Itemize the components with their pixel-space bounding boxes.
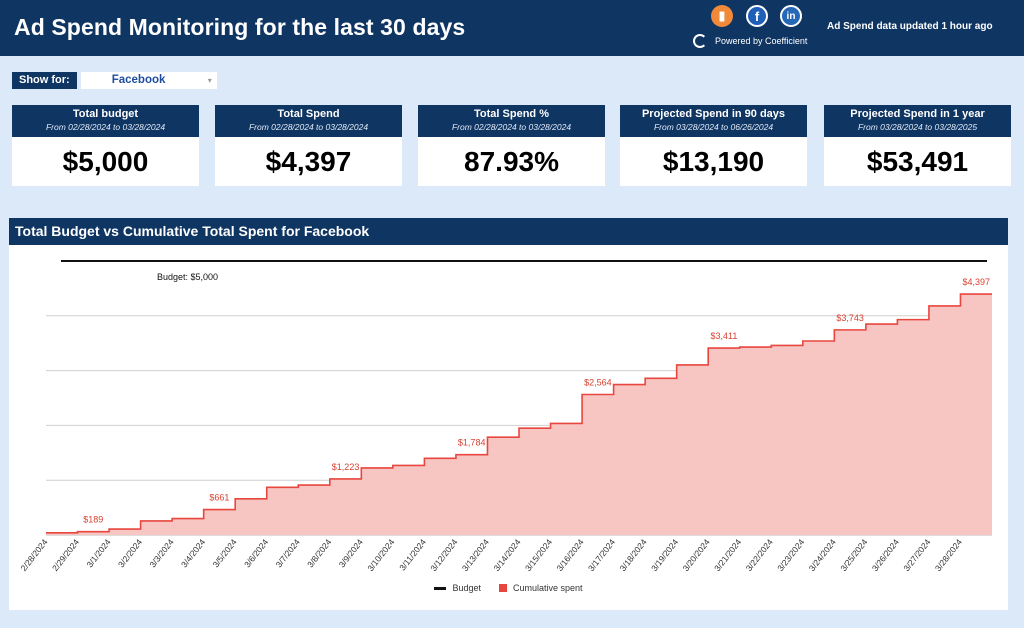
x-tick-label: 3/9/2024 [337,537,365,569]
x-tick-label: 3/10/2024 [365,537,396,573]
legend-swatch-budget [434,586,447,590]
kpi-total-budget: Total budget From 02/28/2024 to 03/28/202… [12,105,199,186]
platform-select-value: Facebook [111,74,166,86]
x-tick-label: 3/20/2024 [681,537,712,573]
legend-label-cumulative: Cumulative spent [512,583,583,593]
data-label: $4,397 [962,277,990,287]
x-tick-label: 3/18/2024 [618,537,649,573]
data-updated-status: Ad Spend data updated 1 hour ago [827,21,993,32]
kpi-projected-1-year: Projected Spend in 1 year From 03/28/2024… [824,105,1011,186]
kpi-total-spend-percent: Total Spend % From 02/28/2024 to 03/28/20… [418,105,605,186]
chart-legend: Budget Cumulative spent [9,583,1008,593]
x-tick-label: 3/16/2024 [554,537,585,573]
facebook-icon[interactable]: f [746,5,768,27]
legend-swatch-cumulative [498,584,507,592]
data-label: $1,223 [332,462,360,472]
x-tick-label: 3/21/2024 [712,537,743,573]
budget-vs-spend-chart: Budget: $5,000 $189 $661 $1,223 $1,784 $2,564… [18,260,992,573]
data-label: $189 [83,515,103,525]
kpi-date-range: From 02/28/2024 to 03/28/2024 [248,122,369,132]
data-label: $2,564 [584,377,612,387]
x-tick-label: 3/14/2024 [491,537,522,573]
x-tick-label: 3/22/2024 [744,537,775,573]
linkedin-icon[interactable]: in [780,5,802,27]
kpi-title: Projected Spend in 1 year [850,108,985,120]
x-tick-label: 3/8/2024 [305,537,333,569]
legend-item-cumulative[interactable]: Cumulative spent [498,583,583,593]
analytics-app-icon[interactable]: ▮ [711,5,733,27]
kpi-projected-90-days: Projected Spend in 90 days From 03/28/202… [620,105,807,186]
data-label: $3,743 [836,313,864,323]
kpi-date-range: From 02/28/2024 to 03/28/2024 [451,122,572,132]
filter-label: Show for: [12,72,77,89]
x-tick-label: 3/26/2024 [870,537,901,573]
x-tick-label: 3/17/2024 [586,537,617,573]
x-tick-label: 3/2/2024 [116,537,144,569]
x-tick-label: 3/6/2024 [242,537,270,569]
kpi-title: Projected Spend in 90 days [641,108,786,120]
chevron-down-icon: ▾ [207,76,212,85]
x-tick-label: 2/28/2024 [18,537,49,573]
data-label: $3,411 [711,331,738,341]
x-tick-label: 3/19/2024 [649,537,680,573]
kpi-total-spend: Total Spend From 02/28/2024 to 03/28/2024… [215,105,402,186]
kpi-value: $4,397 [265,146,352,177]
kpi-title: Total budget [72,108,139,120]
x-tick-label: 3/23/2024 [775,537,806,573]
x-tick-label: 3/13/2024 [460,537,491,573]
coefficient-logo-icon [693,34,707,48]
kpi-date-range: From 03/28/2024 to 06/26/2024 [653,122,774,132]
cumulative-spent-area [46,294,992,535]
x-tick-label: 2/29/2024 [50,537,81,573]
legend-item-budget[interactable]: Budget [434,583,481,593]
powered-by-label: Powered by Coefficient [715,36,808,46]
platform-filter: Show for: Facebook ▾ [12,72,217,89]
data-label: $661 [209,493,229,503]
x-tick-label: 3/25/2024 [838,537,869,573]
powered-by[interactable]: Powered by Coefficient [693,34,807,48]
platform-select[interactable]: Facebook ▾ [80,72,217,89]
kpi-date-range: From 03/28/2024 to 03/28/2025 [857,122,978,132]
kpi-title: Total Spend % [474,108,549,120]
x-tick-label: 3/1/2024 [84,537,112,569]
legend-label-budget: Budget [452,583,481,593]
x-tick-label: 3/7/2024 [274,537,302,569]
kpi-value: $5,000 [62,146,149,177]
x-tick-label: 3/11/2024 [397,537,428,573]
kpi-value: 87.93% [464,146,559,177]
x-tick-label: 3/28/2024 [933,537,964,573]
budget-label: Budget: $5,000 [157,272,218,282]
dashboard-header: Ad Spend Monitoring for the last 30 days… [0,0,1024,56]
kpi-title: Total Spend [277,108,340,120]
kpi-date-range: From 02/28/2024 to 03/28/2024 [45,122,166,132]
x-tick-label: 3/24/2024 [807,537,838,573]
chart-title: Total Budget vs Cumulative Total Spent f… [9,218,1008,245]
kpi-value: $13,190 [662,146,765,177]
chart-panel: Total Budget vs Cumulative Total Spent f… [9,218,1008,610]
cumulative-spent-line [46,293,992,534]
x-tick-label: 3/5/2024 [211,537,239,569]
page-title: Ad Spend Monitoring for the last 30 days [14,14,466,40]
x-tick-label: 3/4/2024 [179,537,207,569]
x-tick-label: 3/12/2024 [428,537,459,573]
x-tick-label: 3/27/2024 [901,537,932,573]
kpi-value: $53,491 [866,146,969,177]
data-label: $1,784 [458,438,486,448]
x-tick-label: 3/3/2024 [147,537,175,569]
x-tick-label: 3/15/2024 [523,537,554,573]
